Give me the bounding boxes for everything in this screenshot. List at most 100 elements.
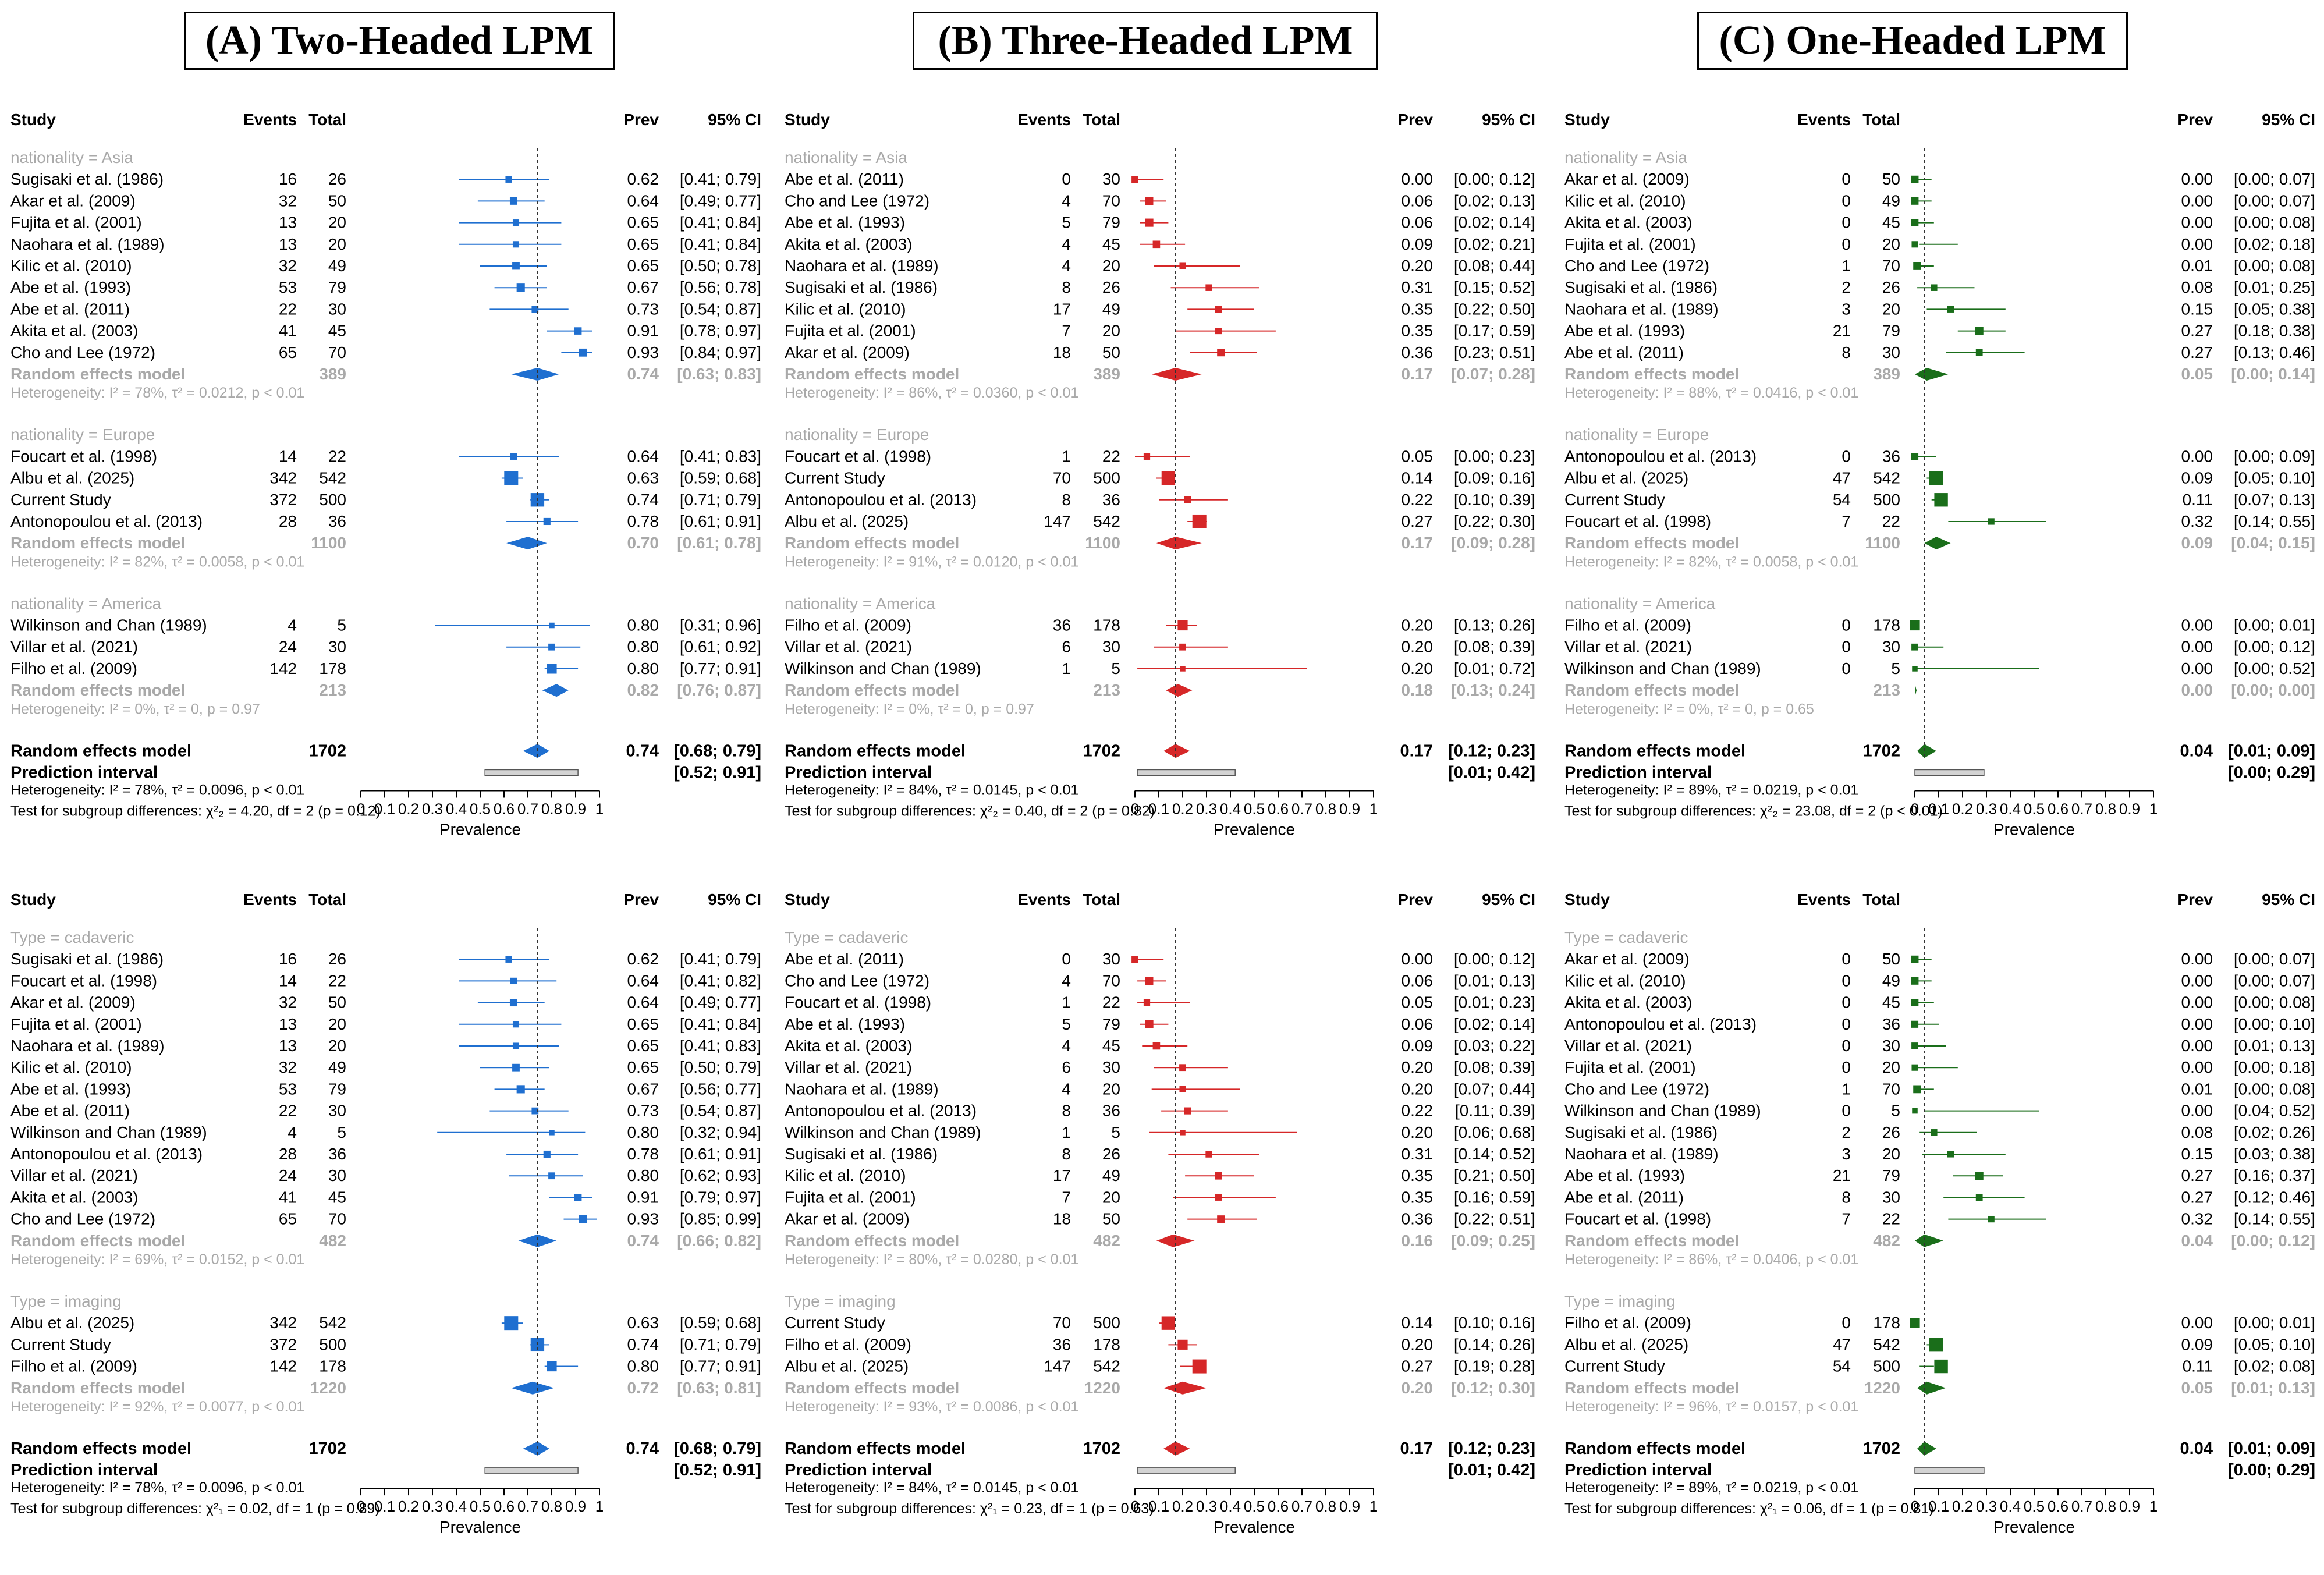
subgroup-model-ci: [0.07; 0.28] bbox=[1451, 365, 1535, 383]
study-marker bbox=[512, 1042, 520, 1049]
study-name: Sugisaki et al. (1986) bbox=[1564, 278, 1718, 296]
study-prev: 0.65 bbox=[627, 235, 659, 253]
study-events: 3 bbox=[1842, 300, 1851, 318]
study-events: 2 bbox=[1842, 1123, 1851, 1141]
study-marker bbox=[1145, 218, 1154, 227]
study-ci: [0.07; 0.44] bbox=[1454, 1080, 1535, 1098]
study-name: Naohara et al. (1989) bbox=[10, 1037, 165, 1055]
study-prev: 0.64 bbox=[627, 447, 659, 465]
x-axis-tick-label: 0.5 bbox=[2024, 800, 2045, 817]
study-marker bbox=[549, 622, 555, 629]
prediction-bar bbox=[1137, 1467, 1236, 1474]
study-name: Foucart et al. (1998) bbox=[1564, 512, 1711, 530]
x-axis-tick-label: 0 bbox=[1911, 1498, 1919, 1515]
x-axis-tick-label: 0.8 bbox=[1315, 800, 1336, 817]
study-marker bbox=[1929, 471, 1943, 485]
study-events: 0 bbox=[1842, 971, 1851, 989]
overall-model-total: 1702 bbox=[308, 1439, 346, 1458]
subgroup-model-label: Random effects model bbox=[10, 681, 185, 699]
study-name: Fujita et al. (2001) bbox=[1564, 235, 1696, 253]
study-total: 30 bbox=[328, 638, 346, 656]
subgroup-label: Type = cadaveric bbox=[10, 928, 134, 946]
study-prev: 0.35 bbox=[1402, 300, 1434, 318]
subgroup-model-total: 213 bbox=[319, 681, 346, 699]
study-prev: 0.08 bbox=[2181, 1123, 2213, 1141]
study-ci: [0.41; 0.84] bbox=[680, 1015, 761, 1033]
study-marker bbox=[1912, 1108, 1918, 1114]
study-total: 20 bbox=[328, 1015, 346, 1033]
study-marker bbox=[512, 241, 520, 248]
study-events: 22 bbox=[279, 1102, 297, 1120]
study-ci: [0.00; 0.01] bbox=[2234, 1314, 2315, 1332]
study-prev: 0.14 bbox=[1402, 1314, 1434, 1332]
study-events: 32 bbox=[279, 994, 297, 1012]
study-ci: [0.10; 0.39] bbox=[1454, 491, 1535, 509]
subgroup-heterogeneity: Heterogeneity: I² = 0%, τ² = 0, p = 0.97 bbox=[785, 701, 1034, 717]
subgroup-heterogeneity: Heterogeneity: I² = 0%, τ² = 0, p = 0.65 bbox=[1564, 701, 1814, 717]
study-total: 20 bbox=[328, 235, 346, 253]
subgroup-model-prev: 0.82 bbox=[627, 681, 659, 699]
study-events: 0 bbox=[1842, 950, 1851, 968]
study-name: Foucart et al. (1998) bbox=[1564, 1210, 1711, 1228]
subgroup-model-label: Random effects model bbox=[10, 534, 185, 552]
study-total: 20 bbox=[1102, 1188, 1120, 1206]
prediction-label: Prediction interval bbox=[10, 1461, 158, 1480]
study-events: 0 bbox=[1842, 1058, 1851, 1076]
study-name: Current Study bbox=[10, 491, 111, 509]
study-name: Abe et al. (1993) bbox=[1564, 1166, 1685, 1184]
header-prev: Prev bbox=[623, 891, 659, 909]
subgroup-model-label: Random effects model bbox=[785, 1379, 959, 1397]
study-ci: [0.56; 0.77] bbox=[680, 1080, 761, 1098]
overall-diamond bbox=[1163, 744, 1190, 758]
study-ci: [0.02; 0.14] bbox=[1454, 214, 1535, 232]
x-axis-tick-label: 1 bbox=[1369, 800, 1378, 817]
study-total: 542 bbox=[1873, 1335, 1900, 1353]
study-ci: [0.71; 0.79] bbox=[680, 491, 761, 509]
study-prev: 0.73 bbox=[627, 1102, 659, 1120]
study-prev: 0.80 bbox=[627, 1357, 659, 1375]
study-name: Villar et al. (2021) bbox=[1564, 638, 1692, 656]
study-prev: 0.00 bbox=[2181, 1058, 2213, 1076]
study-prev: 0.20 bbox=[1402, 1080, 1434, 1098]
study-events: 53 bbox=[279, 1080, 297, 1098]
study-marker bbox=[547, 664, 557, 674]
study-ci: [0.01; 0.25] bbox=[2234, 278, 2315, 296]
header-prev: Prev bbox=[2177, 111, 2213, 129]
study-name: Cho and Lee (1972) bbox=[10, 343, 155, 361]
study-name: Sugisaki et al. (1986) bbox=[10, 170, 164, 188]
x-axis-tick-label: 0.9 bbox=[565, 800, 586, 817]
study-marker bbox=[516, 1085, 525, 1094]
study-ci: [0.04; 0.52] bbox=[2234, 1102, 2315, 1120]
prediction-bar bbox=[1914, 1467, 1985, 1474]
study-name: Akita et al. (2003) bbox=[10, 1188, 138, 1206]
study-events: 6 bbox=[1062, 638, 1071, 656]
subgroup-model-prev: 0.05 bbox=[2181, 1379, 2213, 1397]
study-events: 4 bbox=[1062, 1080, 1071, 1098]
study-prev: 0.20 bbox=[1402, 1058, 1434, 1076]
x-axis-tick-label: 0.2 bbox=[1952, 800, 1973, 817]
study-prev: 0.11 bbox=[2183, 1357, 2213, 1375]
subgroup-model-ci: [0.66; 0.82] bbox=[677, 1232, 761, 1250]
study-marker bbox=[1975, 1194, 1983, 1201]
study-events: 0 bbox=[1842, 994, 1851, 1012]
subgroup-model-label: Random effects model bbox=[1564, 534, 1739, 552]
study-name: Naohara et al. (1989) bbox=[785, 1080, 939, 1098]
study-name: Cho and Lee (1972) bbox=[785, 191, 929, 210]
study-marker bbox=[1215, 328, 1222, 335]
prediction-label: Prediction interval bbox=[1564, 1461, 1712, 1480]
study-total: 79 bbox=[1102, 214, 1120, 232]
prediction-ci: [0.52; 0.91] bbox=[674, 763, 761, 782]
x-axis-tick-label: 0.9 bbox=[2119, 1498, 2140, 1515]
study-ci: [0.41; 0.83] bbox=[680, 447, 761, 465]
study-prev: 0.27 bbox=[2181, 343, 2213, 361]
study-name: Wilkinson and Chan (1989) bbox=[10, 616, 207, 634]
study-marker bbox=[1152, 240, 1161, 249]
study-events: 7 bbox=[1062, 322, 1071, 340]
study-ci: [0.16; 0.37] bbox=[2234, 1166, 2315, 1184]
study-events: 7 bbox=[1842, 1210, 1851, 1228]
study-ci: [0.02; 0.26] bbox=[2234, 1123, 2315, 1141]
study-marker bbox=[1161, 1316, 1176, 1330]
subgroup-label: nationality = America bbox=[785, 594, 936, 612]
x-axis-tick-label: 0 bbox=[357, 1498, 365, 1515]
study-marker bbox=[504, 471, 519, 485]
